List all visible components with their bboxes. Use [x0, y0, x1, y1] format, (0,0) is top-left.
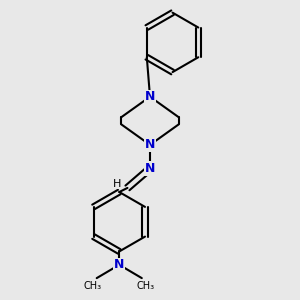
- Text: N: N: [145, 162, 155, 175]
- Text: N: N: [114, 258, 124, 271]
- Text: N: N: [145, 138, 155, 152]
- Text: N: N: [145, 90, 155, 103]
- Text: H: H: [113, 179, 122, 189]
- Text: CH₃: CH₃: [83, 281, 102, 291]
- Text: CH₃: CH₃: [137, 281, 155, 291]
